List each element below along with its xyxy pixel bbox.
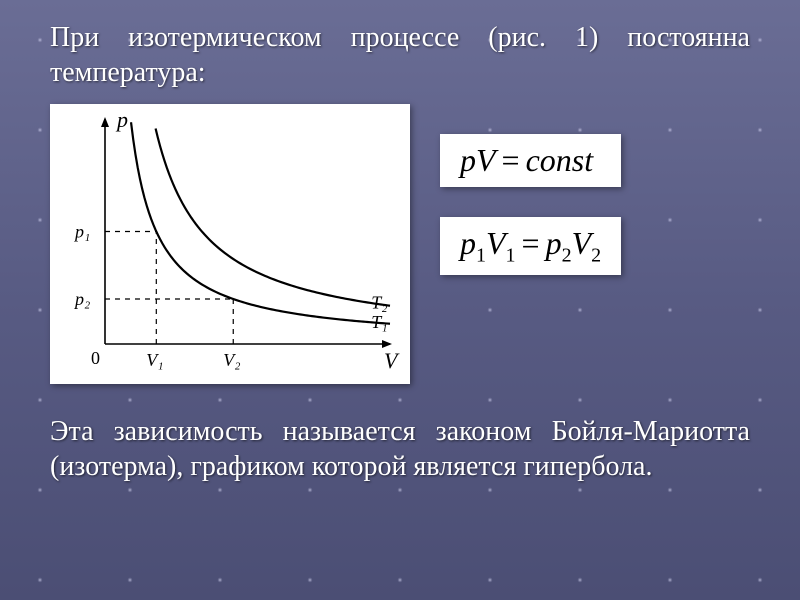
svg-text:p₂: p₂ <box>73 289 90 309</box>
caption-text: Эта зависимость называется законом Бойля… <box>50 414 750 484</box>
pv-isotherm-chart: pV0T₁T₂p₁V₁p₂V₂ <box>50 104 410 384</box>
svg-text:p: p <box>115 107 128 132</box>
chart-container: pV0T₁T₂p₁V₁p₂V₂ <box>50 104 410 384</box>
svg-text:V₂: V₂ <box>223 350 240 370</box>
svg-text:T₁: T₁ <box>371 312 387 332</box>
svg-text:V₁: V₁ <box>146 350 163 370</box>
svg-text:0: 0 <box>91 348 100 368</box>
formula-pv-const: pV=const <box>440 134 621 187</box>
svg-text:T₂: T₂ <box>371 292 387 312</box>
title-text: При изотермическом процессе (рис. 1) пос… <box>50 20 750 90</box>
formula-group: pV=const p1V1=p2V2 <box>440 134 621 275</box>
svg-text:p₁: p₁ <box>73 222 90 242</box>
formula-p1v1-p2v2: p1V1=p2V2 <box>440 217 621 275</box>
